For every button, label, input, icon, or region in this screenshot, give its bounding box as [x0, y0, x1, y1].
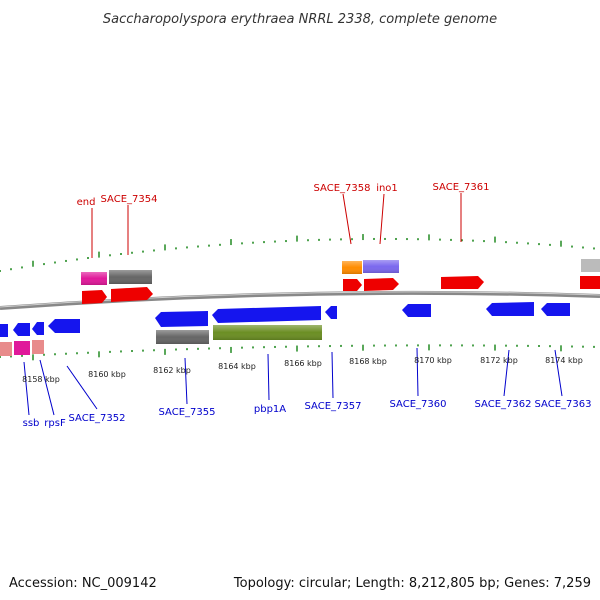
inner-tick-ring	[0, 344, 595, 361]
gene-feature[interactable]	[325, 306, 337, 319]
scale-label: 8160 kbp	[88, 370, 126, 379]
gene-feature[interactable]	[48, 319, 80, 333]
gene-label[interactable]: SACE_7357	[305, 401, 362, 412]
gene-label[interactable]: ssb	[23, 418, 40, 429]
gene-feature[interactable]	[343, 279, 362, 291]
gene-label[interactable]: SACE_7362	[475, 399, 532, 410]
gene-feature[interactable]	[486, 302, 534, 316]
gene-feature[interactable]	[13, 323, 30, 336]
forward-gene-labels: end SACE_7354 SACE_7358 ino1 SACE_7361	[77, 182, 490, 208]
gene-feature[interactable]	[581, 259, 600, 272]
scale-label: 8168 kbp	[349, 357, 387, 366]
gene-label[interactable]: SACE_7352	[69, 413, 126, 424]
map-title: Saccharopolyspora erythraea NRRL 2338, c…	[103, 12, 497, 27]
gene-feature[interactable]	[82, 290, 107, 304]
gene-feature[interactable]	[32, 322, 44, 335]
gene-feature[interactable]	[0, 324, 8, 337]
gene-label[interactable]: pbp1A	[254, 404, 286, 415]
gene-label[interactable]: end	[77, 197, 96, 208]
feature-gloss	[81, 260, 399, 344]
reverse-gene-labels: ssb rpsF SACE_7352 SACE_7355 pbp1A SACE_…	[23, 399, 592, 429]
gene-feature[interactable]	[212, 306, 321, 323]
gene-feature[interactable]	[580, 276, 600, 289]
gene-feature[interactable]	[14, 341, 30, 355]
scale-label: 8158 kbp	[22, 375, 60, 384]
gene-label[interactable]: SACE_7355	[159, 407, 216, 418]
gene-label[interactable]: ino1	[376, 183, 398, 194]
scale-label: 8162 kbp	[153, 366, 191, 375]
accession-text: Accession: NC_009142	[9, 576, 157, 591]
scale-label: 8172 kbp	[480, 356, 518, 365]
scale-label: 8170 kbp	[414, 356, 452, 365]
gene-feature[interactable]	[441, 276, 484, 289]
gene-label[interactable]: SACE_7361	[433, 182, 490, 193]
gene-feature[interactable]	[364, 278, 399, 291]
gene-feature[interactable]	[402, 304, 431, 317]
scale-label: 8164 kbp	[218, 362, 256, 371]
scale-labels: 8158 kbp 8160 kbp 8162 kbp 8164 kbp 8166…	[22, 356, 583, 384]
scale-label: 8166 kbp	[284, 359, 322, 368]
gene-label[interactable]: SACE_7363	[535, 399, 592, 410]
reverse-label-leaders	[23, 347, 563, 416]
gene-feature[interactable]	[111, 287, 153, 302]
gene-label[interactable]: SACE_7354	[101, 194, 158, 205]
genome-summary-text: Topology: circular; Length: 8,212,805 bp…	[233, 576, 591, 591]
forward-label-leaders	[91, 193, 462, 258]
gene-feature[interactable]	[0, 342, 12, 356]
outer-tick-ring	[0, 234, 595, 272]
gene-label[interactable]: SACE_7360	[390, 399, 447, 410]
gene-feature[interactable]	[541, 303, 570, 316]
gene-feature[interactable]	[155, 311, 208, 327]
scale-label: 8174 kbp	[545, 356, 583, 365]
gene-label[interactable]: rpsF	[44, 418, 66, 429]
gene-feature[interactable]	[32, 340, 44, 354]
gene-label[interactable]: SACE_7358	[314, 183, 371, 194]
